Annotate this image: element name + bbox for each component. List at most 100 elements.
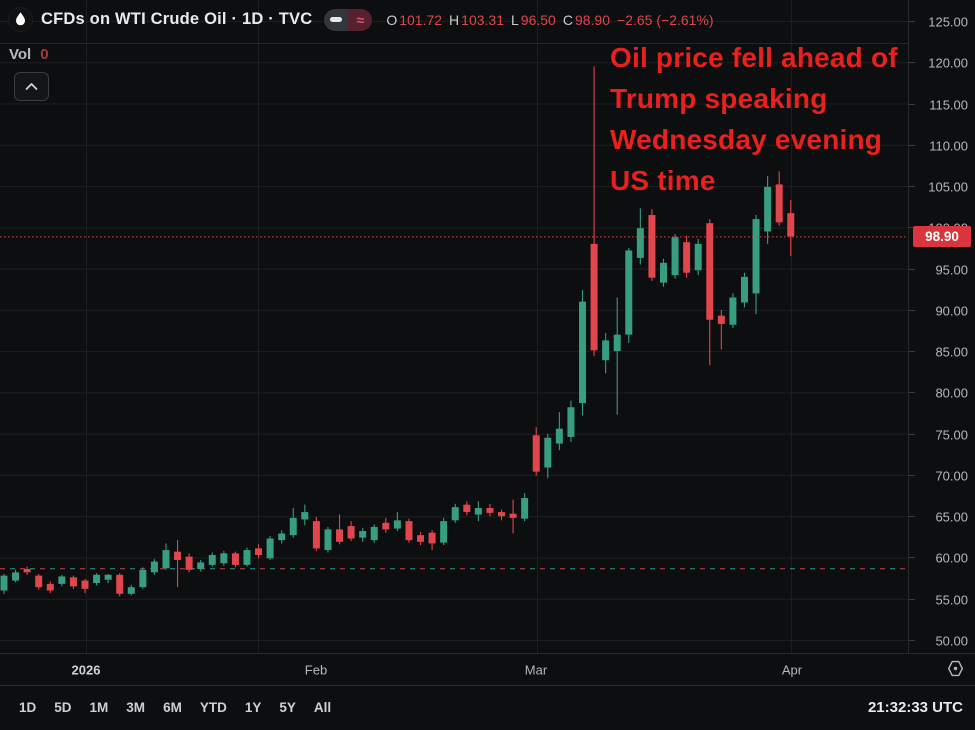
range-button-6m[interactable]: 6M — [156, 696, 189, 719]
candle[interactable] — [150, 559, 158, 575]
candle[interactable] — [255, 544, 263, 559]
range-button-1y[interactable]: 1Y — [238, 696, 269, 719]
candle[interactable] — [393, 512, 401, 532]
candle[interactable] — [139, 567, 147, 589]
candle[interactable] — [428, 530, 436, 551]
candle[interactable] — [347, 521, 355, 541]
time-axis[interactable]: 2026 Feb Mar Apr — [0, 653, 975, 686]
candle[interactable] — [486, 503, 494, 517]
candle[interactable] — [289, 507, 297, 538]
candle[interactable] — [740, 272, 748, 308]
candle[interactable] — [474, 501, 482, 522]
candle[interactable] — [312, 517, 320, 551]
candle[interactable] — [717, 309, 725, 350]
annotation-text: Oil price fell ahead of Trump speaking Wed… — [610, 37, 950, 201]
candle[interactable] — [301, 504, 309, 526]
candle[interactable] — [69, 575, 77, 589]
candle[interactable] — [440, 517, 448, 546]
candle[interactable] — [220, 550, 228, 566]
flat-line-icon[interactable] — [324, 8, 349, 31]
annotation-line: Oil price fell ahead of — [610, 42, 898, 73]
candle[interactable] — [324, 526, 332, 553]
candle[interactable] — [231, 551, 239, 568]
x-axis-label[interactable]: Mar — [524, 662, 548, 677]
x-axis-label[interactable]: 2026 — [71, 662, 101, 677]
range-button-1m[interactable]: 1M — [83, 696, 116, 719]
candle[interactable] — [81, 578, 89, 593]
candle[interactable] — [23, 566, 31, 575]
candle[interactable] — [648, 209, 656, 281]
candle[interactable] — [46, 581, 54, 593]
candle[interactable] — [463, 501, 471, 516]
candle[interactable] — [116, 573, 124, 597]
candle[interactable] — [243, 547, 251, 567]
candle[interactable] — [590, 66, 598, 357]
candle[interactable] — [579, 290, 586, 416]
y-axis-tick — [909, 21, 915, 22]
candle[interactable] — [174, 540, 182, 588]
approx-wave-icon[interactable]: ≈ — [348, 8, 373, 31]
candle[interactable] — [93, 573, 101, 586]
candle[interactable] — [555, 412, 563, 451]
candle[interactable] — [185, 553, 193, 573]
candle[interactable] — [671, 233, 679, 279]
range-button-3m[interactable]: 3M — [119, 696, 152, 719]
utc-clock[interactable]: 21:32:33 UTC — [867, 698, 963, 716]
candle[interactable] — [0, 573, 8, 594]
candle[interactable] — [752, 214, 760, 314]
x-axis-label[interactable]: Apr — [781, 662, 803, 677]
axis-settings-icon[interactable] — [944, 657, 966, 679]
candle[interactable] — [359, 527, 367, 542]
candle[interactable] — [498, 509, 506, 521]
candle[interactable] — [659, 258, 667, 287]
candle[interactable] — [12, 569, 20, 583]
candle[interactable] — [127, 584, 135, 596]
candle[interactable] — [197, 559, 205, 572]
candle[interactable] — [521, 493, 529, 522]
annotation-line: US time — [610, 165, 716, 196]
candle[interactable] — [278, 530, 286, 544]
range-button-5d[interactable]: 5D — [47, 696, 78, 719]
candle[interactable] — [787, 200, 795, 257]
candle[interactable] — [266, 536, 274, 560]
candle[interactable] — [58, 574, 66, 587]
range-button-ytd[interactable]: YTD — [193, 696, 234, 719]
candle[interactable] — [636, 208, 644, 265]
candle[interactable] — [417, 531, 425, 546]
y-axis-tick — [909, 186, 915, 188]
candle[interactable] — [370, 524, 378, 543]
price-axis[interactable]: 98.90 125.00120.00115.00110.00105.00100.… — [908, 0, 975, 653]
candle[interactable] — [729, 293, 737, 329]
candle[interactable] — [336, 514, 344, 545]
candle[interactable] — [208, 552, 216, 567]
candle[interactable] — [162, 543, 170, 570]
candle[interactable] — [694, 238, 702, 276]
candle[interactable] — [602, 332, 610, 374]
symbol-title[interactable]: CFDs on WTI Crude Oil · 1D · TVC — [41, 10, 313, 28]
candle[interactable] — [683, 235, 691, 278]
candle[interactable] — [544, 433, 552, 479]
volume-legend: Vol 0 — [9, 46, 49, 63]
candle[interactable] — [706, 219, 714, 366]
candle[interactable] — [775, 171, 783, 226]
candle[interactable] — [625, 247, 633, 343]
candle[interactable] — [451, 503, 459, 523]
candle[interactable] — [764, 176, 772, 244]
y-axis-label: 105.00 — [928, 179, 968, 195]
candlestick-plot[interactable] — [0, 0, 908, 653]
pane-collapse-button[interactable] — [14, 72, 49, 101]
candle[interactable] — [509, 499, 517, 534]
candle[interactable] — [532, 427, 540, 476]
candle[interactable] — [567, 400, 575, 442]
chart-style-toggle[interactable]: ≈ — [324, 8, 373, 31]
candle[interactable] — [35, 573, 43, 590]
range-button-all[interactable]: All — [307, 696, 338, 719]
x-axis-label[interactable]: Feb — [304, 662, 328, 677]
candle[interactable] — [405, 518, 413, 543]
candle[interactable] — [382, 517, 390, 533]
candle[interactable] — [613, 297, 621, 415]
candle[interactable] — [104, 573, 112, 584]
range-button-1d[interactable]: 1D — [12, 696, 43, 719]
current-price-tag: 98.90 — [913, 225, 971, 247]
range-button-5y[interactable]: 5Y — [272, 696, 303, 719]
